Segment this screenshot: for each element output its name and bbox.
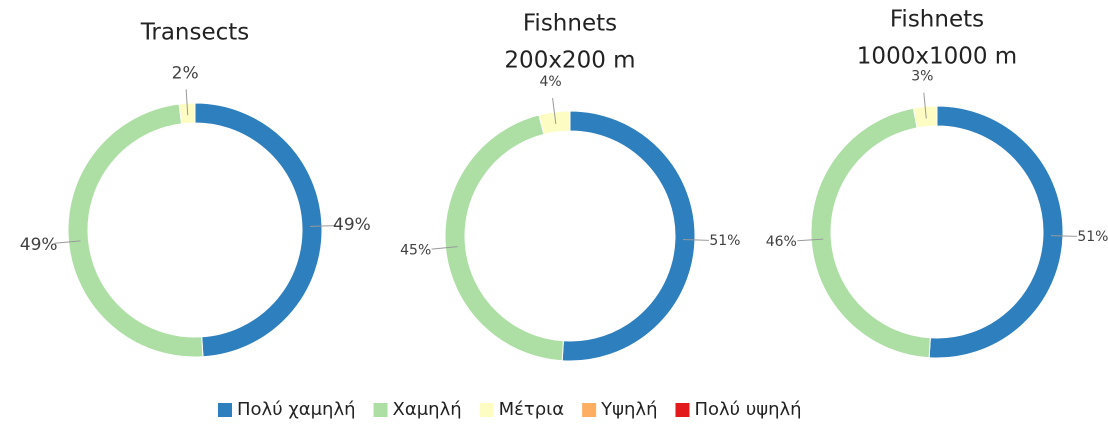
- data-label: 3%: [911, 69, 933, 85]
- chart-title: 1000x1000 m: [857, 44, 1017, 70]
- legend-label: Πολύ χαμηλή: [237, 399, 356, 420]
- chart-title: Fishnets: [523, 11, 617, 37]
- data-label: 49%: [20, 235, 58, 255]
- donut-slice: [178, 102, 196, 125]
- donut-slice: [928, 105, 1064, 359]
- legend-swatch: [675, 403, 690, 417]
- donut-slice: [810, 107, 931, 359]
- legend-swatch: [582, 403, 597, 417]
- chart-title: 200x200 m: [504, 48, 635, 74]
- legend-swatch: [479, 403, 494, 417]
- data-label: 4%: [539, 74, 561, 90]
- donut-slice: [912, 105, 938, 129]
- leader-line: [682, 239, 709, 241]
- legend-label: Χαμηλή: [393, 399, 462, 420]
- donut-slice: [444, 114, 564, 362]
- legend-swatch: [373, 403, 388, 417]
- legend-label: Πολύ υψηλή: [694, 399, 801, 420]
- legend-swatch: [218, 403, 232, 417]
- donut-slice: [561, 110, 696, 362]
- leader-line: [431, 246, 458, 250]
- leader-line: [185, 89, 189, 116]
- leader-line: [923, 92, 927, 119]
- donut-slice: [538, 110, 571, 135]
- leader-line: [797, 238, 824, 242]
- leader-line: [309, 225, 336, 227]
- data-label: 49%: [333, 215, 371, 235]
- donut-slice: [194, 102, 323, 358]
- chart-title: Fishnets: [890, 7, 984, 33]
- data-label: 2%: [172, 63, 199, 83]
- leader-line: [54, 240, 81, 244]
- leader-line: [1050, 235, 1077, 237]
- data-label: 51%: [709, 233, 740, 249]
- data-label: 46%: [766, 234, 797, 250]
- legend-label: Μέτρια: [499, 399, 564, 420]
- legend-label: Υψηλή: [600, 399, 657, 420]
- chart-title: Transects: [140, 20, 250, 46]
- data-label: 45%: [400, 243, 431, 259]
- leader-line: [552, 98, 557, 124]
- data-label: 51%: [1077, 229, 1108, 245]
- donut-slice: [67, 103, 204, 358]
